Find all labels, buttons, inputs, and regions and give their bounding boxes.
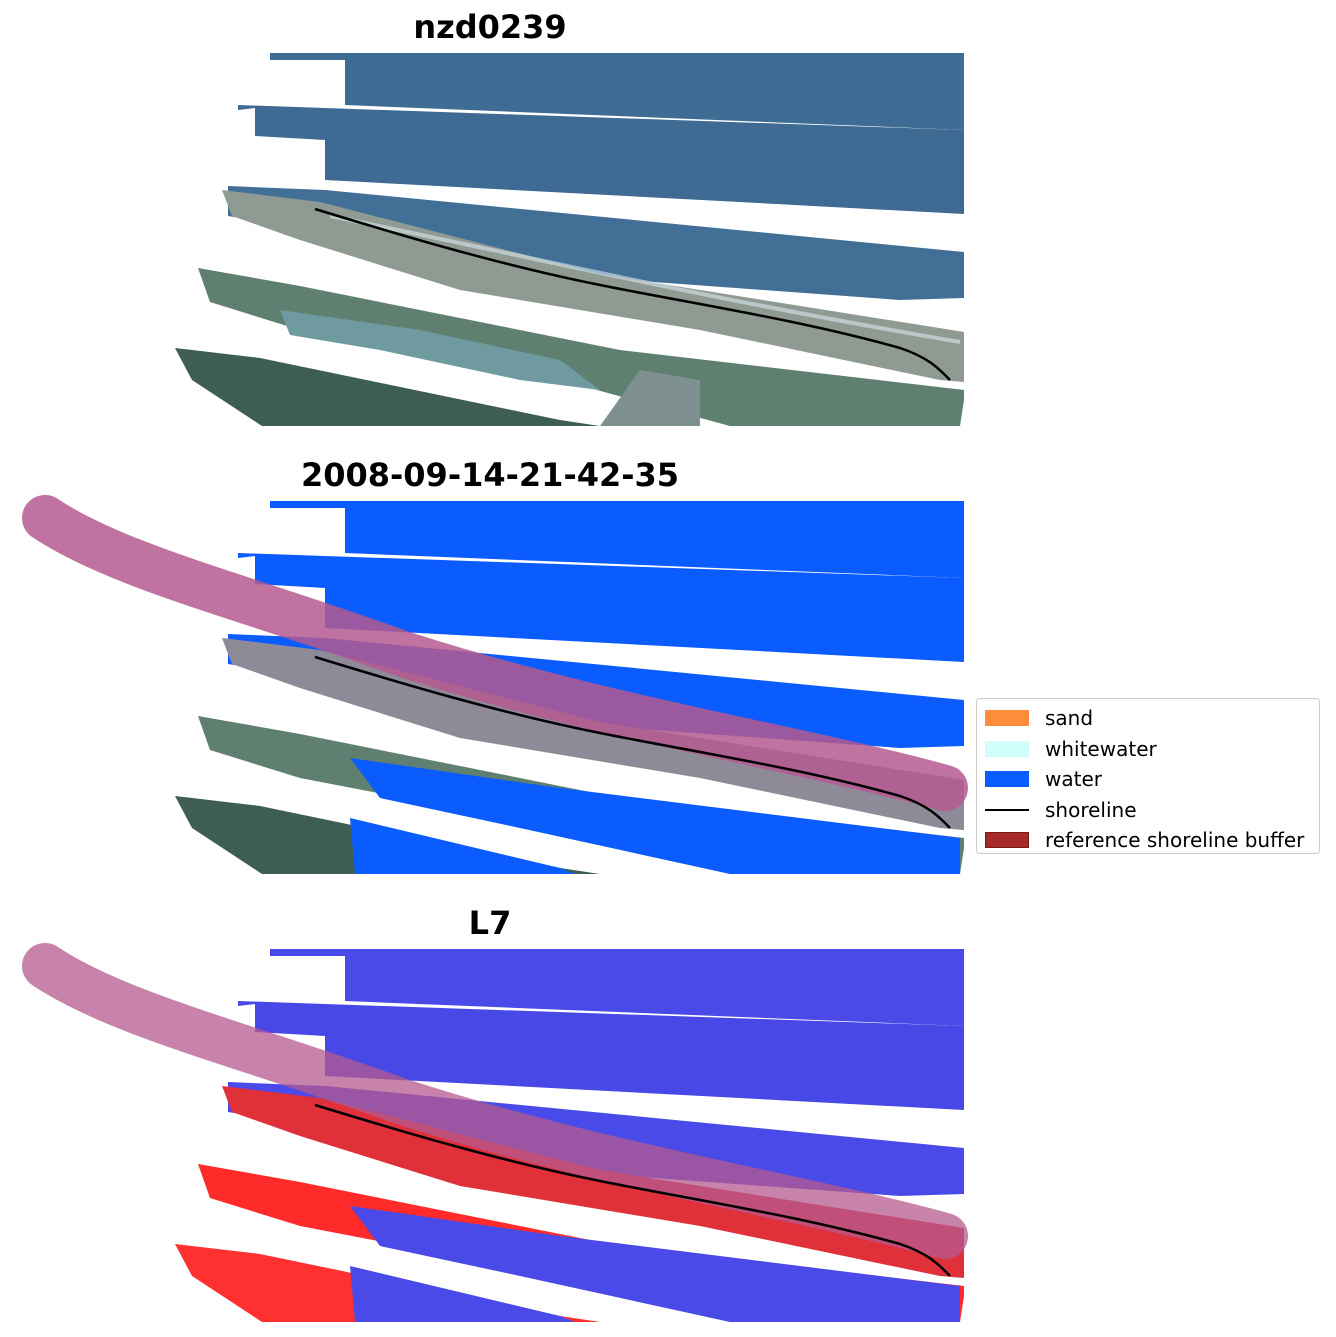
sand-swatch: [985, 710, 1029, 727]
surf-band: [329, 214, 961, 344]
legend: sand whitewater water shoreline referenc…: [976, 698, 1320, 854]
panel-title-index: L7: [468, 904, 512, 942]
index-land-strip: [222, 1086, 964, 1278]
rgb-image-panel: [175, 53, 964, 426]
legend-item-reference-buffer: reference shoreline buffer: [985, 825, 1311, 856]
land-patch: [600, 370, 700, 426]
shoreline-line-swatch: [985, 808, 1029, 811]
ocean-strip: [228, 186, 964, 300]
shoreline: [314, 207, 951, 381]
whitewater-swatch: [985, 740, 1029, 757]
legend-item-water: water: [985, 764, 1311, 795]
lagoon: [280, 310, 600, 390]
lagoon-water: [350, 818, 575, 874]
land-strip: [222, 638, 964, 830]
land-strip: [175, 348, 600, 426]
panel-title-classified: 2008-09-14-21-42-35: [300, 456, 680, 494]
water-strip: [238, 553, 964, 662]
shoreline: [314, 1103, 951, 1277]
ocean-strip: [270, 53, 964, 130]
index-water-strip: [270, 949, 964, 1026]
legend-label-water: water: [1045, 767, 1102, 792]
legend-item-sand: sand: [985, 703, 1311, 734]
lagoon-water: [350, 758, 960, 874]
legend-item-shoreline: shoreline: [985, 795, 1311, 826]
index-water-strip: [238, 1001, 964, 1110]
land-strip: [198, 268, 964, 426]
legend-label-reference-buffer: reference shoreline buffer: [1045, 828, 1305, 853]
panel-title-rgb: nzd0239: [413, 8, 567, 46]
ocean-strip: [238, 105, 964, 214]
legend-item-whitewater: whitewater: [985, 734, 1311, 765]
legend-label-whitewater: whitewater: [1045, 736, 1157, 761]
reference-buffer-swatch: [985, 832, 1029, 849]
legend-label-sand: sand: [1045, 706, 1094, 731]
index-lagoon: [350, 1206, 960, 1322]
shoreline: [314, 655, 951, 829]
classified-image-panel: [22, 495, 968, 874]
water-strip: [270, 501, 964, 578]
reference-shoreline-buffer: [22, 943, 968, 1259]
index-lagoon: [350, 1266, 575, 1322]
reference-shoreline-buffer: [22, 495, 968, 811]
index-image-panel: [22, 943, 968, 1322]
legend-label-shoreline: shoreline: [1045, 797, 1137, 822]
water-swatch: [985, 771, 1029, 788]
land-strip: [222, 190, 964, 382]
